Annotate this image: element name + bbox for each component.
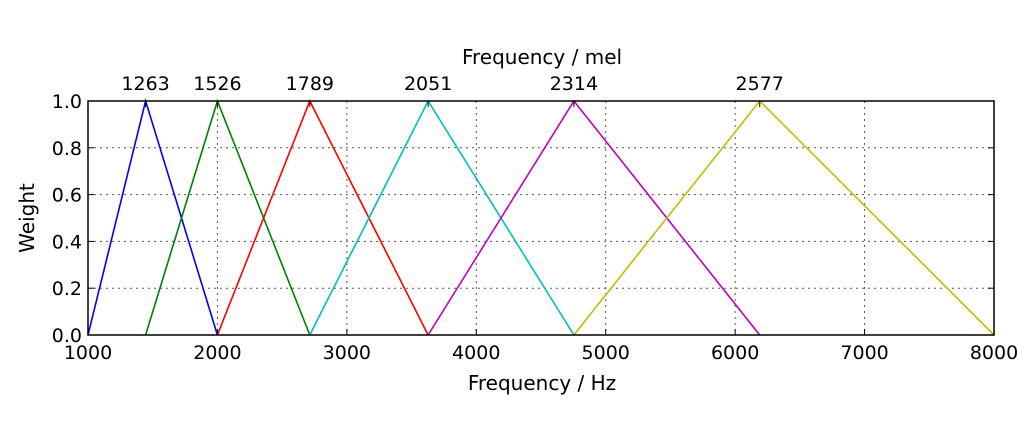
x-tick-label: 7000 bbox=[840, 342, 888, 364]
mel-tick-label: 2314 bbox=[550, 73, 598, 95]
tick-labels: 1000 2000 3000 4000 5000 6000 7000 8000 0.0 0.2 0.… bbox=[52, 73, 1018, 364]
y-tick-label: 0.6 bbox=[52, 185, 82, 207]
y-tick-label: 0.8 bbox=[52, 138, 82, 160]
y-tick-label: 0.2 bbox=[52, 278, 82, 300]
filter-line-2 bbox=[144, 98, 311, 336]
mel-tick-label: 2051 bbox=[404, 73, 452, 95]
filter-line-5 bbox=[427, 99, 761, 336]
grid-lines bbox=[87, 100, 995, 336]
y-tick-label: 0.0 bbox=[52, 325, 82, 347]
filter-line-1 bbox=[87, 97, 219, 336]
x-tick-label: 5000 bbox=[582, 342, 630, 364]
x-tick-label: 4000 bbox=[452, 342, 500, 364]
series-lines bbox=[87, 97, 995, 336]
filter-line-6 bbox=[573, 99, 995, 336]
plot-frame bbox=[87, 100, 995, 336]
x-tick-label: 2000 bbox=[193, 342, 241, 364]
y-axis-label: Weight bbox=[15, 183, 39, 253]
y-tick-label: 1.0 bbox=[52, 91, 82, 113]
x-tick-label: 6000 bbox=[711, 342, 759, 364]
mel-tick-label: 1526 bbox=[193, 73, 241, 95]
top-axis-label: Frequency / mel bbox=[462, 45, 622, 69]
filter-line-3 bbox=[216, 99, 429, 336]
x-tick-label: 8000 bbox=[970, 342, 1018, 364]
mel-tick-label: 1789 bbox=[286, 73, 334, 95]
y-tick-label: 0.4 bbox=[52, 231, 82, 253]
mel-tick-label: 1263 bbox=[121, 73, 169, 95]
x-axis-label: Frequency / Hz bbox=[468, 371, 616, 395]
x-tick-label: 1000 bbox=[64, 342, 112, 364]
axis-ticks bbox=[87, 100, 995, 336]
filter-line-4 bbox=[309, 99, 575, 336]
x-tick-label: 3000 bbox=[323, 342, 371, 364]
mel-tick-label: 2577 bbox=[736, 73, 784, 95]
